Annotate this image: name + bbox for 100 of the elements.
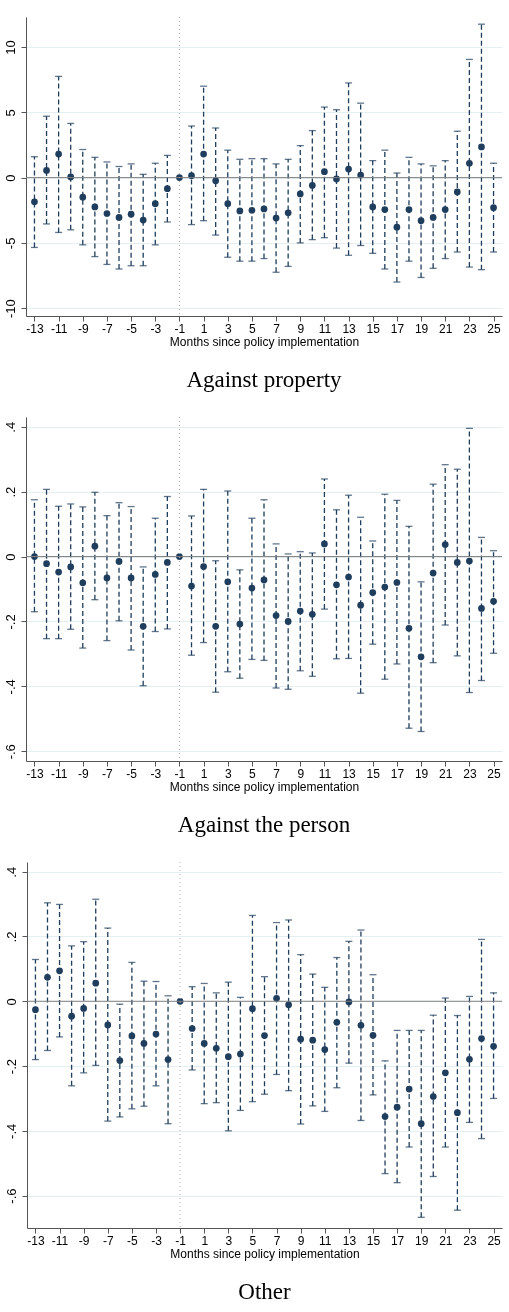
point [454,1109,461,1117]
y-tick-label: -5 [2,237,18,250]
point [429,569,437,577]
point [309,1036,317,1044]
point [92,979,100,987]
point [103,210,111,217]
x-tick-label: 7 [273,1233,281,1248]
x-tick-label: 1 [200,321,208,336]
point [115,558,123,565]
point [478,605,485,612]
point [103,574,111,582]
point [151,200,159,208]
x-tick-label: 19 [414,321,429,336]
x-tick-label: -5 [126,766,138,781]
point [248,206,256,214]
x-tick-label: 17 [390,321,405,336]
point [260,205,268,213]
x-tick-label: 19 [415,1233,429,1248]
point [441,1069,449,1077]
point [333,1018,341,1026]
point [393,223,401,231]
point [357,1021,365,1029]
text: Other [238,1279,292,1304]
point [237,1050,244,1058]
point [139,216,147,224]
x-tick-label: -7 [102,766,114,781]
point [31,198,38,206]
point [284,209,292,217]
point [321,540,328,548]
x-axis-title: Months since policy implementation [170,1246,360,1261]
x-tick-label: 23 [463,1233,477,1248]
x-tick-label: 1 [201,1233,209,1248]
point [429,214,437,221]
point [429,1093,437,1100]
point [393,1103,401,1111]
x-tick-label: 17 [390,766,405,781]
x-tick-label: -3 [150,766,162,781]
point [273,995,280,1002]
point [224,1053,232,1061]
point [212,177,220,185]
point [466,159,473,167]
point [188,1025,196,1032]
point [296,190,304,198]
point [127,210,135,218]
point [139,622,147,630]
point [466,557,473,565]
point [56,967,63,975]
y-tick-label: .2 [2,486,18,498]
point [405,624,413,632]
point [116,1057,124,1064]
point [333,581,340,589]
y-tick-label: -.6 [3,1188,19,1204]
x-tick-label: 15 [366,1233,381,1248]
point [308,610,316,618]
point [284,618,292,625]
x-tick-label: -11 [50,321,68,336]
text: Against property [186,367,343,392]
point [285,1001,292,1009]
point [272,214,280,222]
x-tick-label: 25 [487,766,502,781]
point [405,1085,413,1093]
x-tick-label: -11 [51,1233,69,1248]
point [164,185,171,193]
y-tick-label: -10 [2,299,18,319]
point [43,560,50,568]
point [345,165,352,173]
point [357,601,364,609]
x-tick-label: 3 [225,1233,233,1248]
x-tick-label: -13 [26,321,44,336]
y-tick-label: 10 [2,40,18,55]
y-tick-label: .2 [3,931,19,943]
point [478,1035,485,1042]
point [164,1056,172,1063]
point [224,578,232,586]
point [345,573,352,581]
point [55,568,62,576]
point [441,541,449,548]
y-tick-label: -.2 [2,614,18,630]
point [369,589,377,596]
x-tick-label: -11 [50,766,68,781]
x-tick-label: -7 [102,321,114,336]
x-tick-label: 15 [366,766,381,781]
point [104,1021,112,1029]
point [188,582,195,590]
point [91,203,99,211]
x-tick-label: 11 [319,1233,332,1248]
y-tick-label: .4 [2,421,18,433]
point [115,214,123,221]
point [417,1120,425,1128]
point [369,1031,377,1039]
x-tick-label: -3 [150,321,162,336]
x-tick-label: 19 [414,766,429,781]
point [453,188,461,196]
x-tick-label: -7 [102,1233,114,1248]
x-tick-label: 1 [200,766,208,781]
x-tick-label: 11 [318,321,332,336]
point [212,622,220,630]
point [357,171,364,179]
point [128,1032,136,1040]
point [249,1005,256,1013]
